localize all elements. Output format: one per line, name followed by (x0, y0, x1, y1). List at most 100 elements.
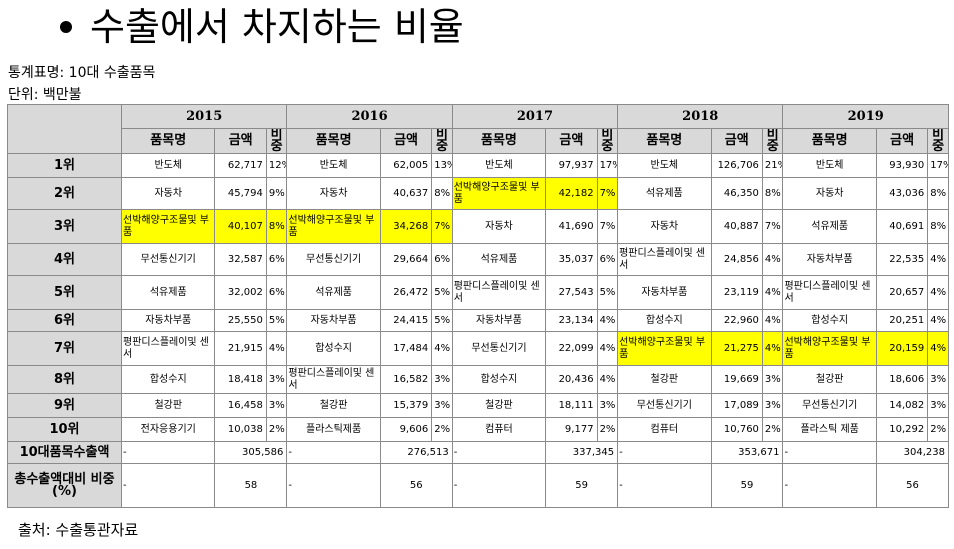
share-cell: 4% (927, 331, 949, 366)
share-cell: 17% (596, 153, 619, 178)
amount-cell: 17,089 (710, 393, 763, 418)
item-cell: 선박해양구조물및 부품 (617, 331, 712, 366)
amount-cell: 18,606 (875, 365, 929, 394)
item-cell: 무선통신기기 (286, 243, 381, 276)
item-cell: 철강판 (782, 365, 877, 394)
total-value: 56 (379, 463, 453, 508)
item-cell: 선박해양구조물및 부품 (286, 209, 381, 244)
rank-cell: 1위 (6, 153, 123, 178)
amount-cell: 19,669 (710, 365, 763, 394)
item-cell: 무선통신기기 (121, 243, 216, 276)
item-cell: 자동차 (121, 177, 216, 210)
amount-cell: 62,717 (214, 153, 267, 178)
item-header: 품목명 (617, 128, 712, 154)
amount-cell: 26,472 (379, 275, 433, 310)
rank-cell: 2위 (6, 177, 123, 210)
total-value: 304,238 (875, 441, 950, 464)
share-cell: 5% (265, 309, 288, 332)
item-cell: 무선통신기기 (451, 331, 547, 366)
amount-cell: 46,350 (710, 177, 763, 210)
total-row: 10대품목수출액 -305,586-276,513-337,345-353,671… (6, 441, 950, 464)
share-cell: 3% (431, 393, 453, 418)
amount-cell: 9,606 (379, 417, 433, 442)
share-cell: 3% (431, 365, 453, 394)
total-dash: - (782, 463, 877, 508)
share-cell: 2% (761, 417, 784, 442)
share-cell: 9% (265, 177, 288, 210)
amount-cell: 23,119 (710, 275, 763, 310)
amount-cell: 25,550 (214, 309, 267, 332)
rank-cell: 6위 (6, 309, 123, 332)
item-cell: 자동차부품 (286, 309, 381, 332)
amount-cell: 24,415 (379, 309, 433, 332)
table-row: 6위 자동차부품 25,550 5% 자동차부품 24,415 5% 자동차부품 23,134 4… (6, 309, 949, 332)
amount-cell: 97,937 (545, 153, 598, 178)
export-table: 2015 2016 2017 2018 2019 품목명 금액 비중 품목명 금액 비중 품목명 금액 비… (6, 104, 950, 508)
amount-cell: 24,856 (710, 243, 763, 276)
share-header: 비중 (431, 128, 453, 154)
share-cell: 2% (265, 417, 288, 442)
item-cell: 철강판 (451, 393, 547, 418)
item-cell: 평판디스플레이및 센서 (451, 275, 547, 310)
item-cell: 합성수지 (121, 365, 216, 394)
share-cell: 3% (265, 365, 288, 394)
year-header: 2017 (451, 104, 619, 129)
total-value: 58 (214, 463, 288, 508)
item-cell: 무선통신기기 (617, 393, 712, 418)
item-cell: 자동차부품 (121, 309, 216, 332)
share-cell: 6% (265, 243, 288, 276)
share-header: 비중 (265, 128, 288, 154)
amount-cell: 10,038 (214, 417, 267, 442)
share-cell: 8% (265, 209, 288, 244)
share-cell: 4% (596, 331, 619, 366)
amount-cell: 18,111 (545, 393, 598, 418)
slide-title-text: 수출에서 차지하는 비율 (90, 5, 464, 49)
amount-cell: 34,268 (379, 209, 433, 244)
item-cell: 평판디스플레이및 센서 (782, 275, 877, 310)
share-header: 비중 (596, 128, 619, 154)
amount-cell: 22,099 (545, 331, 598, 366)
item-cell: 석유제품 (451, 243, 547, 276)
table-row: 3위 선박해양구조물및 부품 40,107 8% 선박해양구조물및 부품 34,268 7%… (6, 209, 949, 244)
amount-cell: 32,002 (214, 275, 267, 310)
source-note: 출처: 수출통관자료 (18, 521, 139, 539)
rank-cell: 3위 (6, 209, 123, 244)
header-corner (6, 104, 123, 154)
total-dash: - (121, 441, 216, 464)
amount-cell: 93,930 (875, 153, 929, 178)
amount-cell: 32,587 (214, 243, 267, 276)
total-dash: - (782, 441, 877, 464)
item-cell: 반도체 (286, 153, 381, 178)
rank-cell: 7위 (6, 331, 123, 366)
share-cell: 7% (761, 209, 784, 244)
amount-header: 금액 (875, 128, 929, 154)
bullet-icon (60, 20, 72, 33)
item-cell: 반도체 (617, 153, 712, 178)
total-dash: - (451, 463, 547, 508)
amount-cell: 29,664 (379, 243, 433, 276)
amount-header: 금액 (214, 128, 267, 154)
amount-cell: 20,251 (875, 309, 929, 332)
amount-cell: 21,275 (710, 331, 763, 366)
item-cell: 자동차 (451, 209, 547, 244)
amount-cell: 16,458 (214, 393, 267, 418)
item-cell: 선박해양구조물및 부품 (782, 331, 877, 366)
item-cell: 자동차 (782, 177, 877, 210)
total-value: 337,345 (545, 441, 619, 464)
item-cell: 평판디스플레이및 센서 (121, 331, 216, 366)
amount-cell: 35,037 (545, 243, 598, 276)
item-cell: 자동차부품 (782, 243, 877, 276)
item-cell: 선박해양구조물및 부품 (121, 209, 216, 244)
share-cell: 5% (431, 309, 453, 332)
share-cell: 12% (265, 153, 288, 178)
total-dash: - (617, 441, 712, 464)
amount-cell: 18,418 (214, 365, 267, 394)
total-value: 56 (875, 463, 950, 508)
column-header-row: 품목명 금액 비중 품목명 금액 비중 품목명 금액 비중 품목명 금액 비중 품목명 금액 비중 (8, 128, 949, 154)
share-cell: 3% (761, 393, 784, 418)
total-dash: - (121, 463, 216, 508)
total-label: 총수출액대비 비중(%) (6, 463, 123, 508)
table-row: 4위 무선통신기기 32,587 6% 무선통신기기 29,664 6% 석유제품 35,037… (6, 243, 949, 276)
share-cell: 21% (761, 153, 784, 178)
amount-cell: 22,535 (875, 243, 929, 276)
